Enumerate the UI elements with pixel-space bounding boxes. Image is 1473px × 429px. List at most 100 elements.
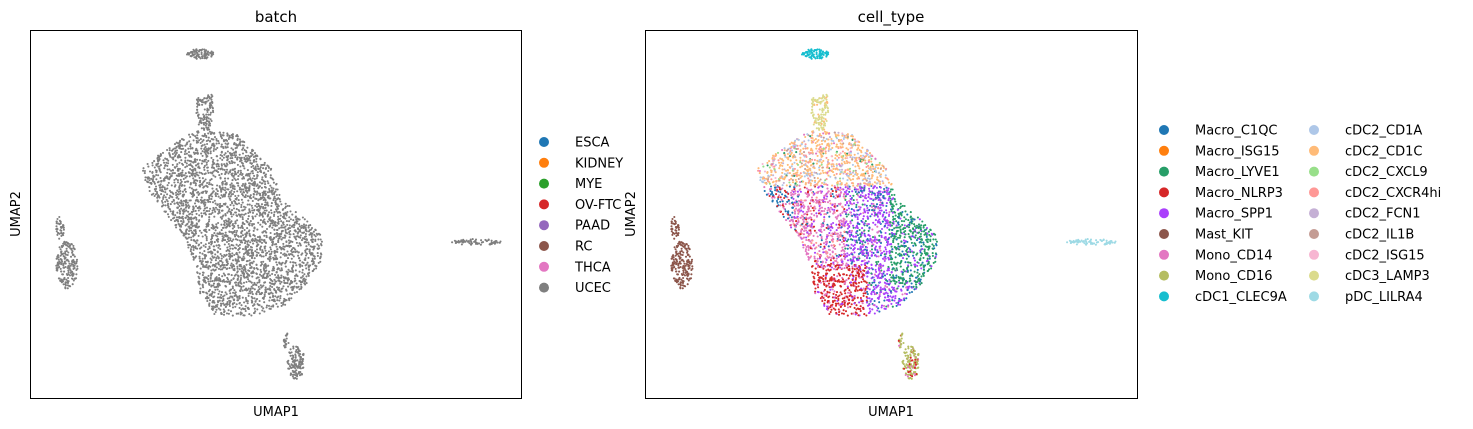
batch-scatter-point: [261, 276, 264, 279]
batch-scatter-point: [205, 235, 208, 238]
batch-scatter-point: [204, 145, 207, 149]
batch-scatter-point: [151, 161, 154, 164]
batch-scatter-point: [264, 281, 267, 284]
batch-scatter-point: [234, 154, 238, 157]
batch-scatter-point: [294, 354, 297, 358]
cell-type-scatter-point: [867, 242, 870, 245]
batch-scatter-point: [235, 198, 238, 201]
batch-scatter-point: [229, 153, 232, 156]
batch-scatter-point: [243, 236, 246, 240]
batch-scatter-point: [265, 234, 268, 237]
batch-scatter-point: [281, 221, 284, 224]
batch-scatter-point: [243, 288, 246, 291]
batch-scatter-point: [213, 269, 216, 272]
batch-scatter-point: [229, 186, 232, 189]
batch-scatter-point: [226, 146, 229, 149]
batch-scatter-point: [232, 291, 235, 294]
batch-scatter-point: [64, 284, 67, 287]
batch-scatter-point: [166, 193, 169, 196]
cell-type-scatter-point: [856, 234, 859, 237]
batch-scatter-point: [239, 165, 242, 168]
batch-scatter-point: [202, 209, 205, 212]
batch-scatter-point: [313, 255, 316, 258]
batch-scatter-point: [262, 196, 265, 199]
cell-type-scatter-point: [927, 230, 930, 233]
batch-scatter-point: [192, 258, 195, 261]
cell-type-scatter-point: [813, 171, 816, 174]
batch-scatter-point: [284, 202, 287, 205]
batch-scatter-point: [274, 254, 277, 257]
batch-scatter-point: [187, 210, 190, 213]
batch-scatter-point: [216, 208, 219, 211]
batch-scatter-point: [244, 270, 247, 273]
batch-scatter-point: [175, 145, 178, 148]
batch-scatter-point: [60, 234, 63, 237]
batch-scatter-point: [461, 240, 464, 244]
batch-scatter-point: [204, 234, 207, 237]
batch-scatter-point: [188, 140, 191, 143]
batch-scatter-point: [218, 277, 221, 281]
batch-scatter-point: [454, 241, 458, 244]
batch-scatter-point: [235, 203, 239, 206]
batch-scatter-point: [251, 217, 255, 220]
batch-scatter-point: [69, 285, 72, 288]
batch-scatter-point: [244, 309, 247, 313]
batch-scatter-point: [191, 165, 194, 169]
batch-scatter-point: [184, 181, 187, 184]
batch-scatter-point: [188, 229, 191, 233]
batch-scatter-point: [287, 268, 290, 271]
batch-scatter-point: [151, 164, 154, 167]
batch-scatter-point: [236, 163, 239, 166]
batch-scatter-point: [220, 229, 223, 232]
batch-scatter-point: [257, 187, 260, 190]
batch-scatter-point: [269, 238, 272, 241]
batch-scatter-point: [293, 277, 296, 280]
cell-type-scatter-point: [851, 214, 854, 218]
batch-scatter-point: [203, 166, 206, 169]
batch-scatter-point: [202, 121, 205, 124]
cell-type-scatter-point: [845, 215, 848, 218]
batch-scatter-point: [218, 290, 221, 293]
batch-scatter-point: [205, 163, 208, 166]
batch-scatter-point: [249, 248, 252, 251]
batch-scatter-point: [73, 248, 76, 251]
cell-type-scatter-point: [887, 187, 890, 190]
batch-scatter-point: [182, 212, 185, 215]
batch-scatter-point: [235, 312, 238, 315]
cell-type-scatter-point: [830, 163, 833, 166]
batch-scatter-point: [229, 211, 232, 214]
cell-type-scatter-point: [802, 220, 805, 223]
cell-type-scatter-point: [807, 258, 810, 261]
batch-scatter-point: [283, 254, 286, 257]
cell-type-scatter-point: [815, 212, 818, 215]
cell-type-scatter-point: [880, 234, 883, 237]
batch-scatter-point: [242, 191, 246, 194]
batch-scatter-point: [289, 210, 292, 213]
batch-scatter-point: [173, 143, 177, 146]
cell-type-scatter-point: [898, 248, 901, 251]
batch-scatter-point: [201, 183, 204, 186]
batch-scatter-point: [262, 251, 265, 254]
batch-scatter-point: [286, 250, 289, 253]
batch-legend-marker: [539, 241, 549, 251]
batch-scatter-point: [284, 212, 287, 216]
batch-scatter-point: [257, 203, 260, 206]
cell-type-scatter-point: [867, 229, 870, 232]
batch-scatter-point: [228, 257, 231, 261]
batch-scatter-point: [298, 374, 302, 377]
cell-type-scatter-point: [761, 162, 764, 166]
batch-scatter-point: [189, 135, 192, 139]
batch-scatter-point: [215, 155, 218, 158]
batch-scatter-point: [197, 96, 200, 100]
batch-scatter-point: [278, 198, 281, 201]
batch-scatter-point: [155, 190, 159, 194]
batch-scatter-point: [237, 283, 240, 286]
batch-scatter-point: [224, 171, 227, 174]
batch-scatter-point: [299, 358, 302, 361]
batch-scatter-point: [282, 253, 285, 256]
batch-scatter-point: [216, 251, 219, 254]
batch-scatter-point: [202, 271, 205, 274]
batch-scatter-point: [249, 287, 252, 290]
batch-scatter-point: [189, 167, 192, 171]
batch-scatter-point: [215, 163, 218, 166]
